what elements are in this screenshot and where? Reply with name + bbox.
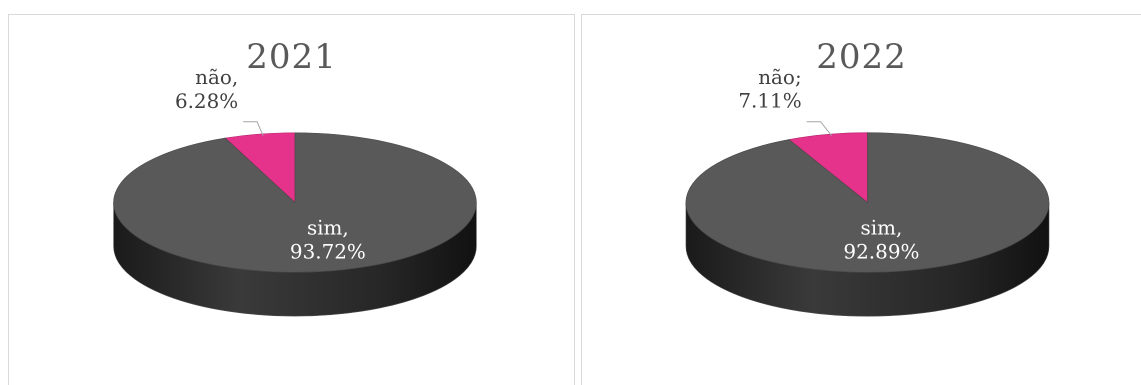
data-label-value: 92.89%	[843, 239, 919, 263]
chart-title: 2021	[246, 37, 337, 77]
data-label-category: sim,	[307, 216, 349, 239]
data-label-category: não;	[758, 65, 801, 89]
pie-slice-sim	[113, 132, 477, 273]
pie-chart-2022: não;7.11% sim,92.89%	[685, 65, 1050, 317]
data-label-category: não,	[195, 66, 238, 89]
data-label-value: 93.72%	[290, 240, 366, 263]
data-label-value: 7.11%	[738, 89, 801, 113]
chart-2022: 2022 não; 7.11% sim, 92.89%	[581, 14, 1141, 385]
leader-line	[806, 121, 832, 136]
data-label-category: sim,	[861, 215, 903, 239]
data-label-value: 6.28%	[175, 90, 238, 113]
pie-slice-sim	[685, 132, 1050, 273]
chart-title: 2022	[816, 37, 907, 77]
pie-chart-2021: não,6.28% sim,93.72%	[113, 66, 477, 317]
chart-2021: 2021 não, 6.28% sim, 93.72%	[8, 14, 575, 385]
leader-line	[243, 121, 264, 136]
